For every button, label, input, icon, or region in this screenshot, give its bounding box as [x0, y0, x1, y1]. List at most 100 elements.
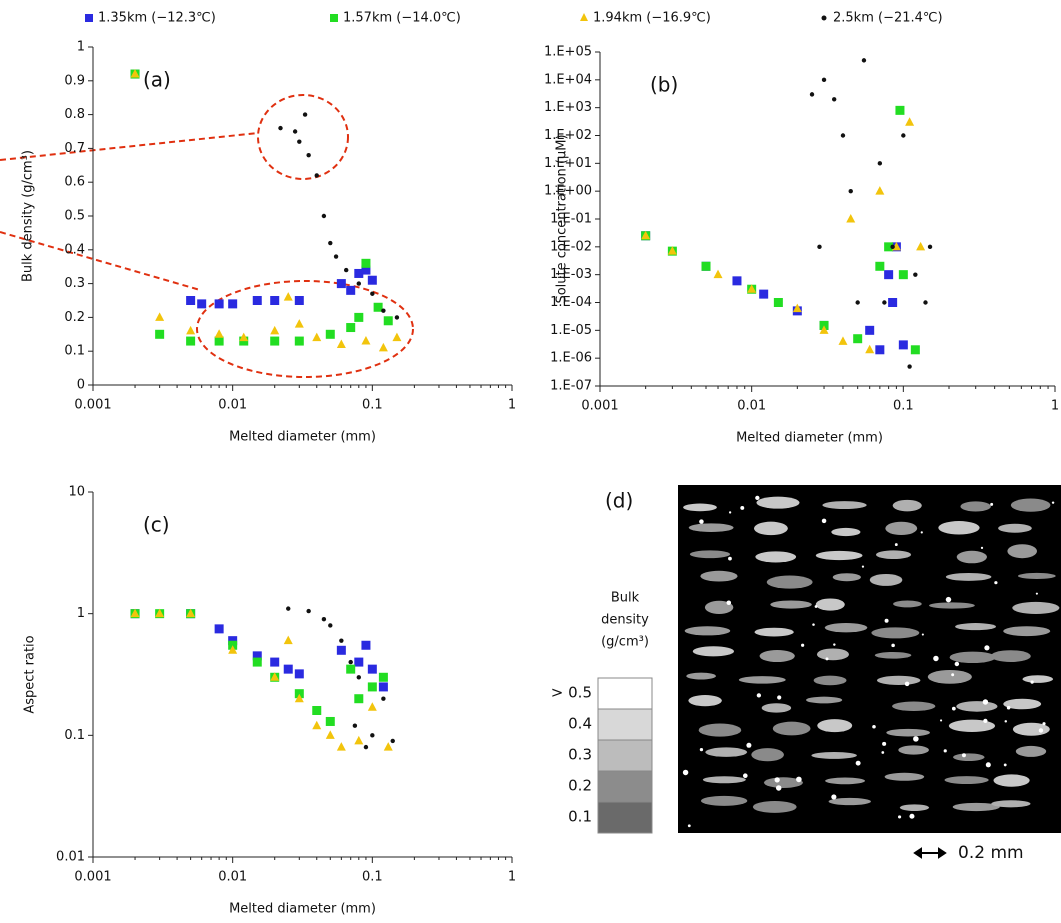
- particle: [770, 600, 812, 609]
- point: [831, 97, 837, 102]
- particle-dot: [913, 736, 919, 742]
- point: [197, 299, 207, 309]
- point: [865, 325, 875, 335]
- level-swatch: [597, 677, 653, 710]
- y-tick-label: 1.E+02: [544, 128, 592, 143]
- particle-dot: [728, 556, 732, 561]
- level-label: 0.4: [568, 715, 592, 733]
- particle-dot: [812, 623, 815, 626]
- point: [312, 705, 322, 715]
- legend-label: 1.57km (−14.0℃): [343, 11, 461, 26]
- point: [297, 139, 302, 144]
- y-tick-label: 1.E+01: [544, 156, 592, 171]
- particle-dot: [814, 605, 818, 608]
- point: [292, 129, 298, 134]
- point: [394, 315, 400, 320]
- particle: [952, 802, 1000, 812]
- y-tick-label: 1.E-03: [550, 267, 592, 282]
- point: [367, 682, 377, 692]
- particle-dot: [939, 719, 943, 722]
- particle-dot: [777, 695, 782, 700]
- particle-dot: [954, 661, 960, 667]
- point: [294, 336, 304, 346]
- particle-dot: [1003, 763, 1007, 767]
- particle-dot: [1004, 720, 1008, 723]
- legend-label: 2.5km (−21.4℃): [833, 11, 943, 26]
- y-tick-label: 0.1: [64, 344, 85, 359]
- particle: [754, 627, 794, 637]
- particle: [700, 570, 738, 582]
- particle-dot: [699, 519, 704, 524]
- y-tick-label: 0.9: [64, 73, 85, 88]
- point: [306, 608, 311, 614]
- y-tick-label: 0.8: [64, 107, 85, 122]
- particle: [805, 696, 843, 704]
- particle: [1012, 601, 1060, 615]
- point: [792, 303, 802, 313]
- particle-dot: [755, 495, 760, 501]
- particle: [817, 719, 853, 733]
- particle: [759, 650, 795, 663]
- particle: [944, 776, 989, 784]
- panel-label: (b): [650, 73, 678, 97]
- x-tick-label: 0.001: [581, 399, 618, 414]
- particle: [871, 627, 920, 639]
- point: [270, 672, 280, 681]
- point: [773, 298, 783, 307]
- particle: [815, 550, 863, 561]
- particle: [738, 676, 786, 684]
- particle: [948, 719, 996, 733]
- particle: [705, 747, 748, 757]
- particle: [1015, 745, 1047, 757]
- point: [853, 334, 863, 344]
- particle: [761, 703, 792, 713]
- y-tick-label: 1: [77, 606, 85, 621]
- point: [354, 694, 364, 704]
- level-swatch: [597, 801, 653, 834]
- point: [916, 241, 926, 251]
- scale-arrow: [913, 847, 947, 859]
- particle: [945, 572, 992, 581]
- y-tick-label: 0.7: [64, 141, 85, 156]
- level-label: 0.2: [568, 777, 592, 795]
- particle-dot: [855, 760, 861, 766]
- particle: [751, 748, 784, 762]
- point: [888, 298, 898, 307]
- particle: [756, 496, 800, 509]
- particle: [1003, 626, 1051, 637]
- point: [817, 244, 822, 250]
- point: [333, 254, 339, 259]
- particle-dot: [740, 505, 745, 510]
- particle-dot: [831, 794, 837, 800]
- particle: [1017, 572, 1056, 579]
- x-tick-label: 0.1: [893, 399, 914, 414]
- particle: [753, 521, 788, 536]
- particle: [885, 521, 918, 536]
- y-tick-label: 1.E+04: [544, 72, 592, 87]
- particle: [688, 695, 722, 707]
- x-tick-label: 0.001: [74, 398, 111, 413]
- point: [367, 702, 377, 711]
- point: [336, 742, 346, 751]
- particle-dot: [961, 753, 966, 758]
- y-tick-label: 0.3: [64, 276, 85, 291]
- point: [283, 635, 293, 645]
- point: [363, 744, 369, 750]
- particle: [892, 499, 922, 512]
- point: [378, 682, 388, 692]
- particle-dot: [775, 785, 782, 791]
- particle-dot: [728, 511, 732, 514]
- point: [294, 693, 304, 703]
- particle: [832, 573, 861, 582]
- particle: [991, 800, 1031, 808]
- x-axis-title: Melted diameter (mm): [229, 902, 376, 917]
- particle: [825, 777, 866, 785]
- point: [346, 323, 356, 333]
- particle: [876, 550, 912, 560]
- x-axis-title: Melted diameter (mm): [229, 430, 376, 445]
- x-tick-label: 1: [508, 398, 516, 413]
- point: [370, 733, 375, 738]
- point: [325, 730, 335, 739]
- point: [294, 296, 304, 305]
